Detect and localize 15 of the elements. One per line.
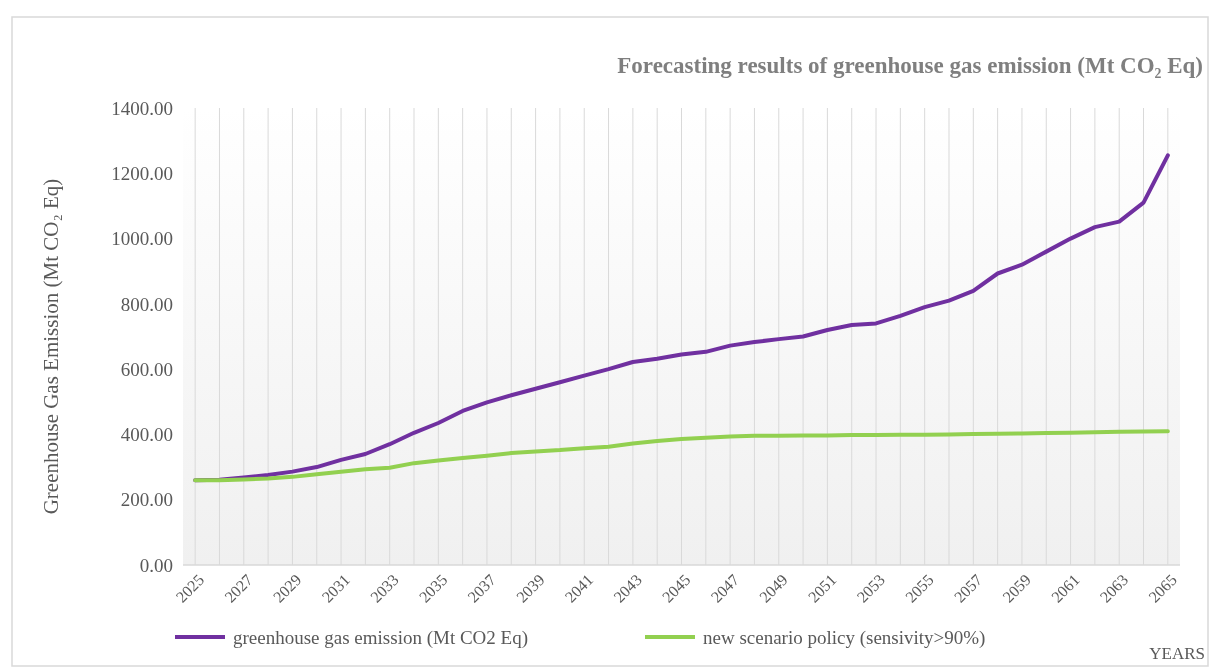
y-tick-label: 600.00 bbox=[120, 358, 173, 380]
legend-label: greenhouse gas emission (Mt CO2 Eq) bbox=[233, 626, 528, 649]
y-tick-label: 400.00 bbox=[120, 424, 173, 446]
y-tick-label: 200.00 bbox=[120, 489, 173, 511]
x-tick-label: 2061 bbox=[1048, 571, 1083, 606]
y-tick-label: 1200.00 bbox=[111, 162, 173, 184]
x-axis-title: YEARS bbox=[1149, 644, 1205, 663]
y-tick-label: 1400.00 bbox=[111, 97, 173, 119]
y-tick-label: 1000.00 bbox=[111, 228, 173, 250]
chart-title: Forecasting results of greenhouse gas emission (Mt CO₂ Eq) bbox=[617, 53, 1203, 78]
y-axis-title: Greenhouse Gas Emission (Mt CO₂ Eq) bbox=[39, 178, 63, 515]
y-tick-label: 0.00 bbox=[139, 554, 173, 576]
line-series bbox=[193, 429, 1170, 483]
y-tick-label: 800.00 bbox=[120, 293, 173, 315]
legend-label: new scenario policy (sensivity>90%) bbox=[703, 626, 986, 649]
